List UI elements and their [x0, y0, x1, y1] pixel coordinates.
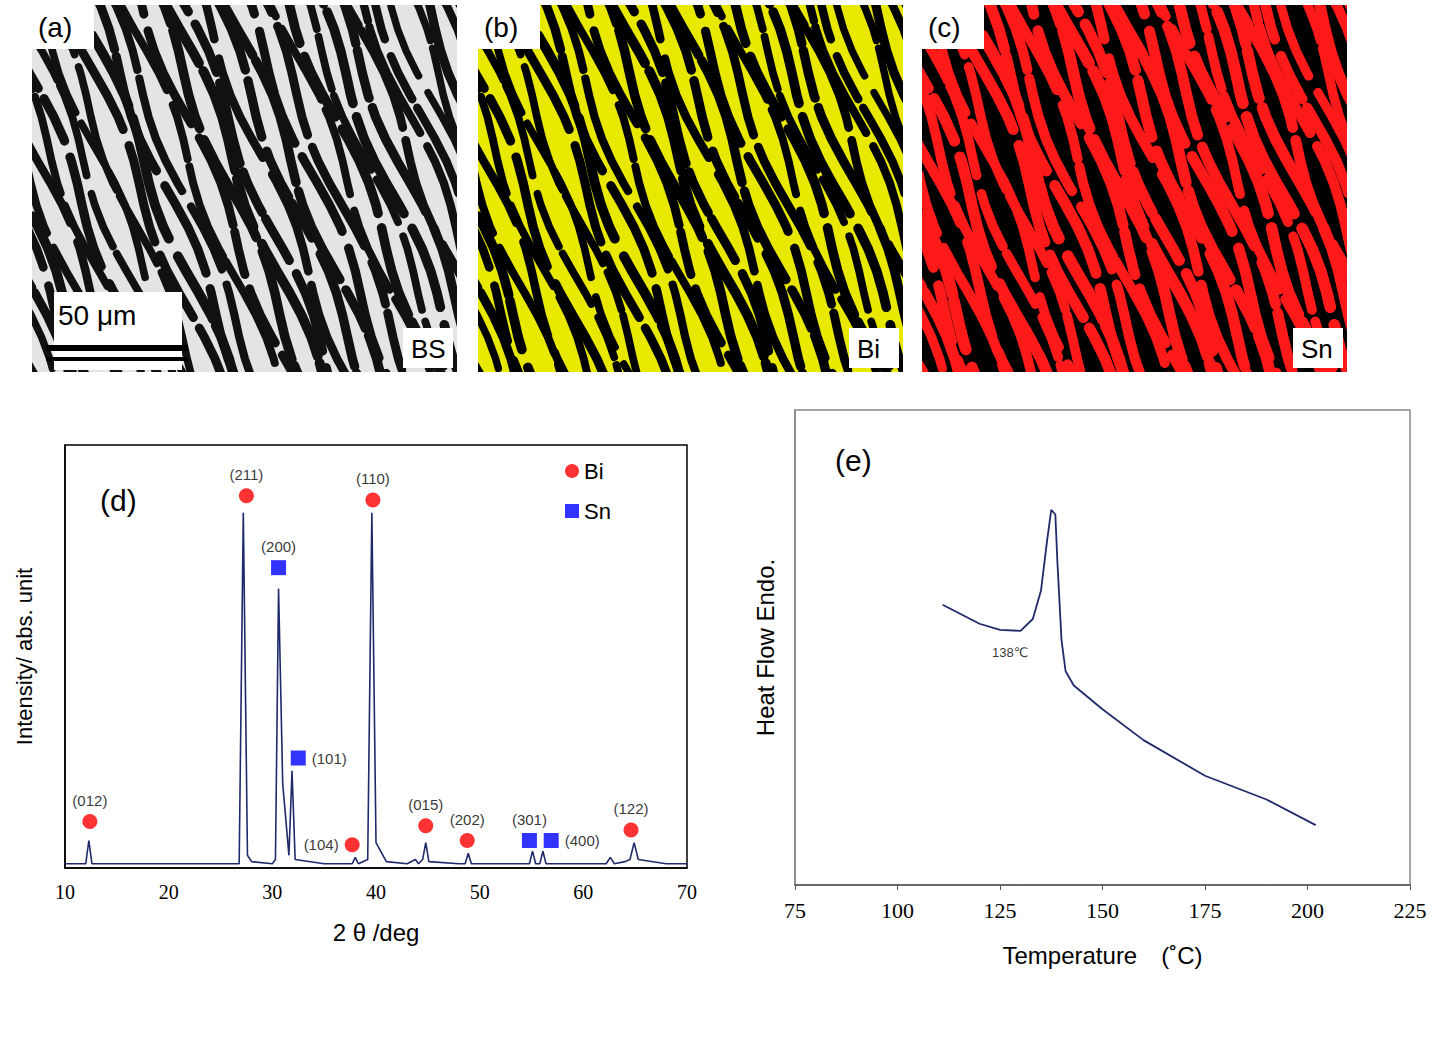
svg-text:Bi: Bi [857, 334, 880, 364]
svg-text:Intensity/ abs. unit: Intensity/ abs. unit [12, 568, 37, 745]
svg-text:(200): (200) [261, 538, 296, 555]
svg-text:BS: BS [411, 334, 446, 364]
svg-text:(101): (101) [312, 750, 347, 767]
svg-text:(202): (202) [450, 811, 485, 828]
svg-text:10: 10 [55, 881, 75, 903]
svg-text:Temperature (˚C): Temperature (˚C) [1002, 942, 1202, 969]
svg-text:(122): (122) [614, 800, 649, 817]
svg-text:2 θ /deg: 2 θ /deg [333, 919, 420, 946]
svg-text:225: 225 [1394, 898, 1427, 923]
svg-text:(e): (e) [835, 444, 872, 477]
svg-text:(b): (b) [484, 12, 518, 43]
svg-text:50 μm: 50 μm [58, 300, 136, 331]
svg-text:150: 150 [1086, 898, 1119, 923]
svg-text:(211): (211) [229, 466, 263, 483]
svg-text:75: 75 [784, 898, 806, 923]
svg-text:175: 175 [1189, 898, 1222, 923]
svg-text:(c): (c) [928, 12, 961, 43]
svg-text:Bi: Bi [584, 459, 604, 484]
svg-text:20: 20 [159, 881, 179, 903]
svg-text:30: 30 [262, 881, 282, 903]
svg-text:(a): (a) [38, 12, 72, 43]
svg-text:Sn: Sn [584, 499, 611, 524]
svg-text:Sn: Sn [1301, 334, 1333, 364]
svg-text:138℃: 138℃ [992, 645, 1028, 660]
svg-text:(012): (012) [72, 792, 107, 809]
svg-text:100: 100 [881, 898, 914, 923]
svg-text:(301): (301) [512, 811, 547, 828]
svg-text:(015): (015) [408, 796, 443, 813]
svg-text:(d): (d) [100, 484, 137, 517]
svg-text:Heat Flow Endo.: Heat Flow Endo. [752, 559, 779, 736]
svg-text:(400): (400) [565, 832, 600, 849]
svg-text:125: 125 [984, 898, 1017, 923]
svg-text:(110): (110) [356, 470, 390, 487]
svg-text:50: 50 [470, 881, 490, 903]
svg-text:200: 200 [1291, 898, 1324, 923]
svg-text:(104): (104) [304, 836, 339, 853]
svg-text:60: 60 [573, 881, 593, 903]
svg-text:70: 70 [677, 881, 697, 903]
svg-text:40: 40 [366, 881, 386, 903]
